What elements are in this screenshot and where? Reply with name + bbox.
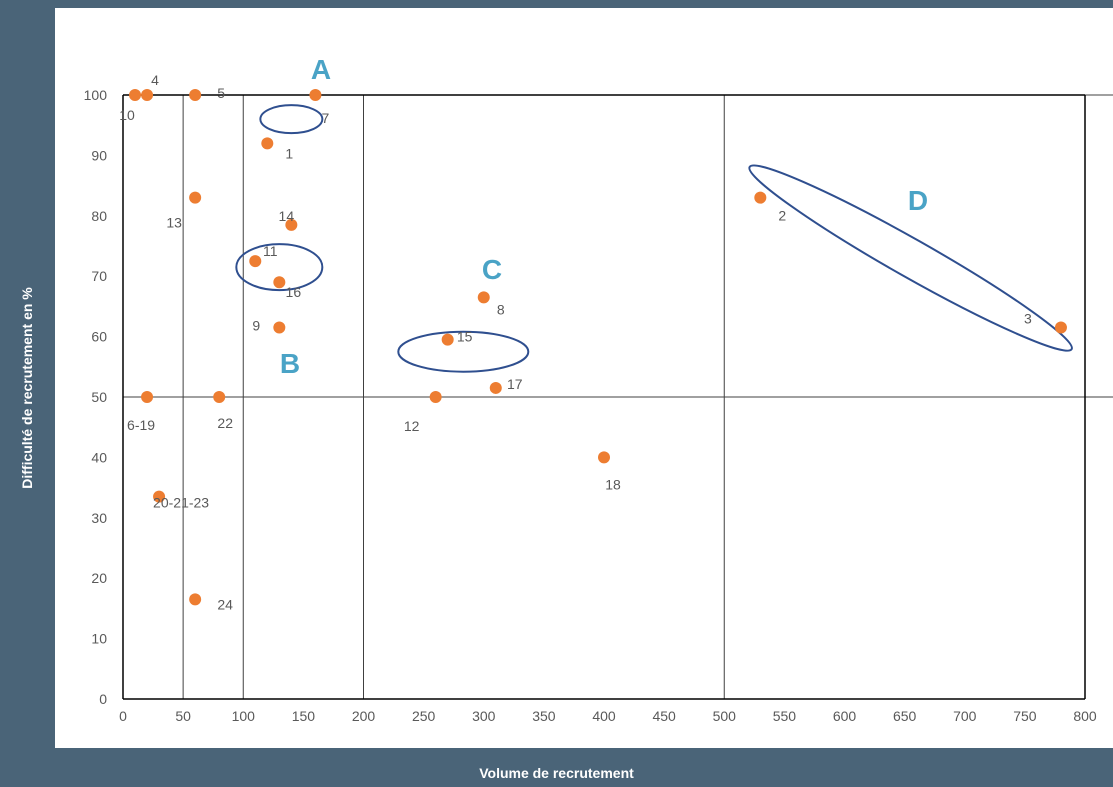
x-tick-label: 600 <box>833 708 857 724</box>
data-point <box>189 593 202 606</box>
data-point-label: 7 <box>322 110 330 126</box>
group-label-b: B <box>280 348 300 379</box>
x-tick-label: 700 <box>953 708 977 724</box>
data-point-label: 8 <box>497 301 505 317</box>
y-tick-label: 0 <box>99 691 107 707</box>
data-point <box>309 89 322 101</box>
chart-panel: 0 50 100 150 200 250 300 350 400 450 500 550 600 650 7… <box>55 8 1113 748</box>
data-point <box>129 89 142 101</box>
x-tick-label: 450 <box>652 708 676 724</box>
y-tick-label: 90 <box>91 147 107 163</box>
data-point <box>429 391 442 403</box>
data-point <box>754 191 767 204</box>
data-point-label: 20-21-23 <box>153 495 209 511</box>
data-point-label: 24 <box>217 596 233 612</box>
data-point-label: 13 <box>166 215 182 231</box>
y-tick-label: 30 <box>91 510 107 526</box>
y-tick-label: 10 <box>91 631 107 647</box>
x-axis-label: Volume de recrutement <box>479 765 634 781</box>
x-tick-label: 150 <box>292 708 316 724</box>
data-point-label: 5 <box>217 85 225 101</box>
x-tick-label: 550 <box>773 708 797 724</box>
group-label-c: C <box>482 254 502 285</box>
data-point-label: 6-19 <box>127 417 155 433</box>
data-point-label: 22 <box>217 415 233 431</box>
data-point <box>249 255 262 268</box>
data-point-label: 14 <box>279 208 295 224</box>
group-ellipse-a <box>259 104 324 135</box>
group-label-d: D <box>908 185 928 216</box>
x-tick-label: 500 <box>713 708 737 724</box>
scatter-chart: 0 50 100 150 200 250 300 350 400 450 500 550 600 650 7… <box>84 54 1113 724</box>
y-tick-label: 100 <box>84 87 108 103</box>
x-tick-label: 250 <box>412 708 436 724</box>
data-point <box>141 89 154 101</box>
data-point-label: 17 <box>507 376 523 392</box>
data-point <box>273 276 286 289</box>
x-tick-label: 400 <box>592 708 616 724</box>
data-point <box>189 89 202 101</box>
group-ellipse-b <box>235 243 324 292</box>
y-tick-label: 50 <box>91 389 107 405</box>
data-point-label: 15 <box>457 329 473 345</box>
x-tick-label: 200 <box>352 708 376 724</box>
data-point-label: 16 <box>286 284 302 300</box>
data-point <box>598 451 610 464</box>
y-tick-label: 20 <box>91 570 107 586</box>
y-tick-label: 60 <box>91 329 107 345</box>
x-tick-label: 0 <box>119 708 127 724</box>
data-point <box>285 218 298 231</box>
y-tick-label: 80 <box>91 208 107 224</box>
data-point <box>489 381 502 394</box>
data-point <box>213 391 226 403</box>
data-point-label: 12 <box>404 418 420 434</box>
data-point-label: 1 <box>285 145 293 161</box>
data-point-label: 2 <box>778 208 786 224</box>
data-point <box>441 333 454 346</box>
data-point-label: 11 <box>263 243 278 259</box>
x-tick-label: 800 <box>1073 708 1097 724</box>
data-point-label: 3 <box>1024 311 1032 327</box>
x-tick-label: 650 <box>893 708 917 724</box>
x-tick-label: 300 <box>472 708 496 724</box>
data-point <box>261 137 274 150</box>
data-point <box>1054 321 1067 334</box>
group-ellipse-c <box>397 330 530 373</box>
data-point-label: 10 <box>119 107 135 123</box>
data-point-label: 9 <box>252 318 260 334</box>
data-point <box>153 490 166 503</box>
y-tick-label: 70 <box>91 268 107 284</box>
y-tick-label: 40 <box>91 449 107 465</box>
x-tick-label: 50 <box>175 708 191 724</box>
data-point <box>477 291 490 304</box>
data-point <box>189 191 202 204</box>
data-point-label: 4 <box>151 72 159 88</box>
group-ellipse-d <box>748 164 1073 352</box>
data-point <box>273 321 286 334</box>
x-tick-label: 350 <box>532 708 556 724</box>
x-tick-label: 750 <box>1013 708 1037 724</box>
x-tick-label: 100 <box>232 708 256 724</box>
group-label-a: A <box>311 54 331 85</box>
data-point <box>141 391 154 403</box>
y-axis-label: Difficulté de recrutement en % <box>19 287 35 489</box>
data-point-label: 18 <box>605 476 621 492</box>
